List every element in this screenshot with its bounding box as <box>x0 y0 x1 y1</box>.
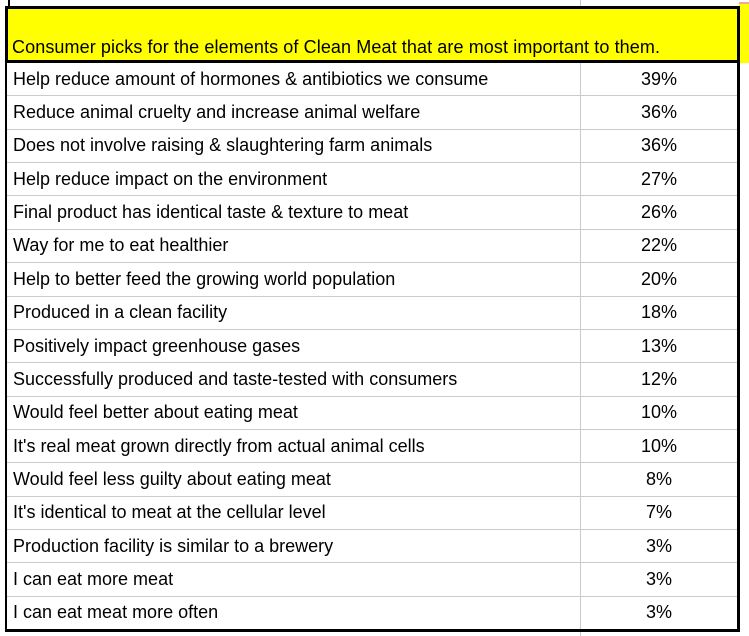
cell-border-fragment <box>8 0 10 7</box>
table-row: Help reduce amount of hormones & antibio… <box>7 63 737 96</box>
row-value-cell[interactable]: 22% <box>580 229 737 263</box>
row-value-cell[interactable]: 10% <box>580 429 737 463</box>
row-label-cell[interactable]: Final product has identical taste & text… <box>13 202 409 223</box>
row-label-cell[interactable]: Reduce animal cruelty and increase anima… <box>13 102 421 123</box>
table-row: Way for me to eat healthier 22% <box>7 228 737 263</box>
row-label-cell[interactable]: Would feel better about eating meat <box>13 402 298 423</box>
row-label-cell[interactable]: Positively impact greenhouse gases <box>13 335 301 356</box>
table-row: Positively impact greenhouse gases 13% <box>7 328 737 363</box>
row-value-cell[interactable]: 12% <box>580 363 737 396</box>
table-row: Does not involve raising & slaughtering … <box>7 128 737 163</box>
row-value-cell[interactable]: 7% <box>580 496 737 530</box>
row-label-cell[interactable]: Help to better feed the growing world po… <box>13 268 396 289</box>
row-value-cell[interactable]: 18% <box>580 296 737 329</box>
row-label-cell[interactable]: It's real meat grown directly from actua… <box>13 435 425 456</box>
row-label-cell[interactable]: I can eat more meat <box>13 569 174 590</box>
row-value-cell[interactable]: 8% <box>580 463 737 496</box>
row-value-cell[interactable]: 36% <box>580 96 737 129</box>
row-value-cell[interactable]: 27% <box>580 163 737 196</box>
table-row: Final product has identical taste & text… <box>7 195 737 229</box>
row-value-cell[interactable]: 3% <box>580 563 737 596</box>
row-value-cell[interactable]: 36% <box>580 129 737 163</box>
table-row: Reduce animal cruelty and increase anima… <box>7 95 737 129</box>
data-table: Help reduce amount of hormones & antibio… <box>5 63 740 632</box>
table-row: Help to better feed the growing world po… <box>7 262 737 296</box>
table-row: Help reduce impact on the environment 27… <box>7 162 737 196</box>
row-value-cell[interactable]: 20% <box>580 263 737 296</box>
row-value-cell[interactable]: 26% <box>580 196 737 229</box>
table-row: Would feel less guilty about eating meat… <box>7 462 737 496</box>
row-label-cell[interactable]: Would feel less guilty about eating meat <box>13 468 331 489</box>
table-row: Production facility is similar to a brew… <box>7 529 737 563</box>
table-title-cell[interactable]: Consumer picks for the elements of Clean… <box>5 6 740 63</box>
table-row: I can eat more meat 3% <box>7 562 737 596</box>
row-value-cell[interactable]: 3% <box>580 596 737 630</box>
row-label-cell[interactable]: Produced in a clean facility <box>13 302 228 323</box>
row-label-cell[interactable]: I can eat meat more often <box>13 602 219 623</box>
table-title: Consumer picks for the elements of Clean… <box>12 37 661 57</box>
row-label-cell[interactable]: Help reduce impact on the environment <box>13 168 328 189</box>
table-row: It's identical to meat at the cellular l… <box>7 495 737 530</box>
row-value-cell[interactable]: 10% <box>580 396 737 429</box>
table-row: Successfully produced and taste-tested w… <box>7 362 737 396</box>
table-row: It's real meat grown directly from actua… <box>7 428 737 463</box>
row-label-cell[interactable]: Help reduce amount of hormones & antibio… <box>13 68 489 89</box>
highlight-overflow <box>739 2 749 63</box>
row-value-cell[interactable]: 39% <box>580 63 737 96</box>
table-row: Produced in a clean facility 18% <box>7 295 737 329</box>
table-row: I can eat meat more often 3% <box>7 595 737 630</box>
row-label-cell[interactable]: Production facility is similar to a brew… <box>13 535 334 556</box>
row-value-cell[interactable]: 13% <box>580 329 737 363</box>
table-row: Would feel better about eating meat 10% <box>7 395 737 429</box>
row-label-cell[interactable]: Way for me to eat healthier <box>13 235 229 256</box>
row-label-cell[interactable]: Successfully produced and taste-tested w… <box>13 368 458 389</box>
row-label-cell[interactable]: Does not involve raising & slaughtering … <box>13 135 433 156</box>
row-value-cell[interactable]: 3% <box>580 530 737 563</box>
row-label-cell[interactable]: It's identical to meat at the cellular l… <box>13 502 326 523</box>
